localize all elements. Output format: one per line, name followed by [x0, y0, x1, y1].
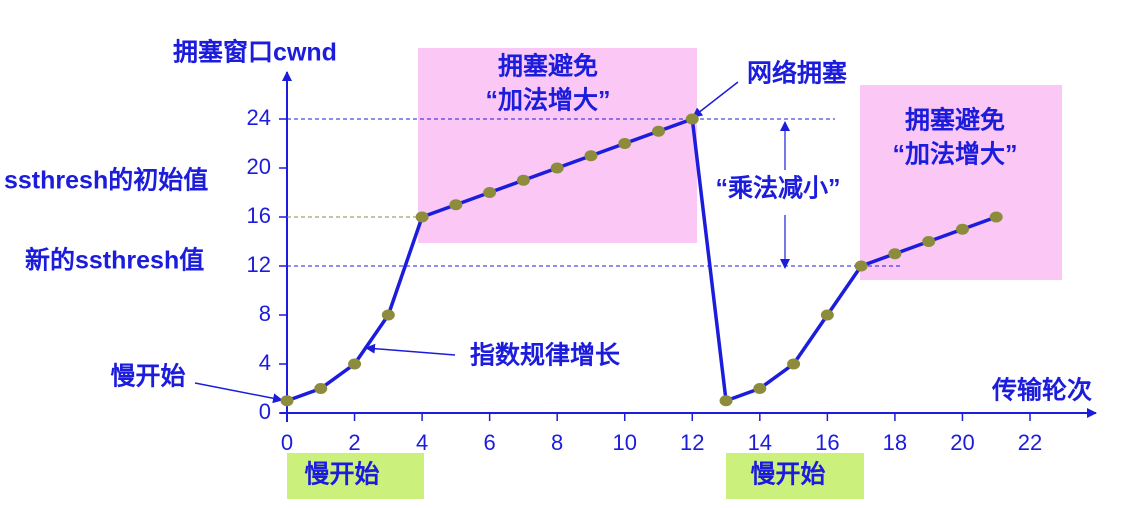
y-tick-label: 0 [259, 399, 271, 424]
region-slow-start [726, 453, 864, 499]
data-point [685, 113, 699, 125]
data-point [955, 223, 969, 235]
data-point [550, 162, 564, 174]
x-tick-label: 10 [612, 430, 636, 455]
x-tick-label: 4 [416, 430, 428, 455]
y-tick-label: 24 [247, 105, 271, 130]
cwnd-line [286, 117, 997, 403]
y-tick-label: 12 [247, 252, 271, 277]
region-avoidance [860, 85, 1062, 280]
data-point [381, 309, 395, 321]
x-tick-label: 0 [281, 430, 293, 455]
annotation: ssthresh的初始值 [4, 166, 208, 195]
annotation: “加法增大” [892, 140, 1017, 169]
x-tick-label: 6 [484, 430, 496, 455]
annotation: 拥塞避免 [905, 106, 1005, 135]
annotation: 新的ssthresh值 [25, 246, 204, 275]
data-point [989, 211, 1003, 223]
x-tick-label: 18 [883, 430, 907, 455]
x-tick-label: 20 [950, 430, 974, 455]
data-point [820, 309, 834, 321]
data-point [787, 358, 801, 370]
region-avoidance [418, 48, 697, 243]
annotation: 慢开始 [750, 461, 825, 489]
data-point [652, 125, 665, 137]
annotation: 指数规律增长 [470, 341, 621, 370]
x-tick-label: 2 [348, 430, 360, 455]
data-point [888, 248, 902, 260]
x-axis-label: 传输轮次 [991, 376, 1092, 405]
arrow [365, 343, 456, 356]
y-axis-label: 拥塞窗口cwnd [173, 38, 337, 67]
data-point [516, 174, 530, 186]
y-tick-label: 4 [259, 350, 271, 375]
x-tick-label: 8 [551, 430, 563, 455]
x-tick-label: 16 [815, 430, 839, 455]
data-point [314, 383, 328, 394]
annotation: “加法增大” [485, 86, 610, 115]
x-tick-label: 14 [748, 430, 772, 455]
data-point [415, 211, 429, 223]
annotation: 慢开始 [110, 363, 185, 391]
data-point [280, 395, 294, 407]
x-tick-label: 12 [680, 430, 704, 455]
data-point [618, 138, 632, 149]
data-point [753, 383, 767, 394]
y-tick-label: 20 [247, 154, 271, 179]
annotation: 慢开始 [304, 461, 379, 489]
data-point [584, 150, 598, 162]
data-point [854, 260, 868, 272]
arrow [692, 81, 739, 118]
data-point [483, 187, 497, 198]
y-tick-label: 16 [247, 203, 271, 228]
data-point [449, 199, 463, 211]
data-point [922, 236, 936, 247]
annotation: 拥塞避免 [498, 52, 598, 81]
arrow [194, 382, 283, 404]
annotation: 网络拥塞 [747, 59, 847, 88]
annotation: “乘法减小” [715, 175, 840, 203]
y-tick-label: 8 [259, 301, 271, 326]
region-slow-start [287, 453, 424, 499]
data-point [719, 395, 733, 407]
x-tick-label: 22 [1018, 430, 1042, 455]
data-point [348, 358, 362, 370]
